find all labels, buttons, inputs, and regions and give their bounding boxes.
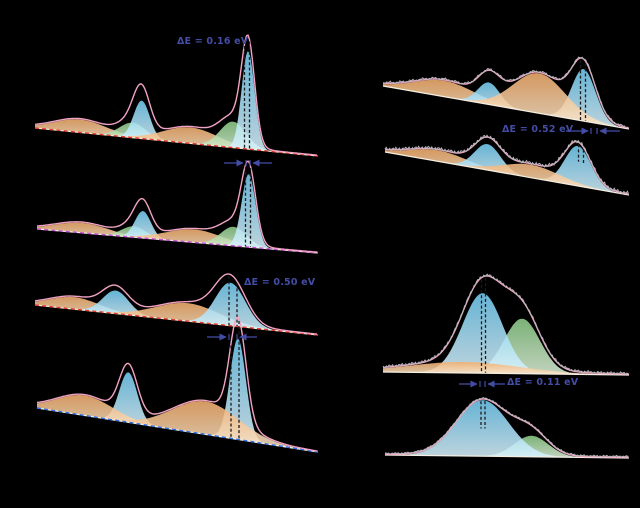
orange-component-peak — [37, 395, 197, 433]
blue-component-peak — [222, 51, 275, 152]
spectrum-panel-R3 — [382, 273, 630, 376]
raw-data-trace — [382, 273, 628, 376]
spectrum-panel-L3 — [34, 273, 319, 336]
baseline — [384, 151, 630, 196]
spectrum-panel-R2 — [384, 134, 630, 196]
shift-arrows — [207, 127, 620, 388]
blue-component-peak — [435, 144, 540, 180]
baseline — [384, 454, 630, 459]
blue-component-peak — [385, 400, 587, 458]
fit-envelope — [34, 273, 318, 335]
blue-component-peak — [444, 82, 533, 113]
orange-component-peak — [435, 73, 629, 129]
blue-component-peak — [110, 211, 175, 241]
delta-e-label-4: ΔE = 0.11 eV — [507, 377, 579, 388]
green-component-peak — [450, 318, 594, 375]
raw-data-trace — [384, 134, 630, 195]
delta-e-label-2: ΔE = 0.52 eV — [502, 124, 574, 135]
blue-component-peak — [63, 290, 168, 320]
spectra-panels — [34, 34, 630, 459]
blue-component-peak — [170, 282, 291, 333]
fit-envelope — [36, 316, 318, 452]
baseline — [34, 127, 319, 157]
baseline — [382, 371, 630, 376]
green-component-peak — [463, 435, 600, 458]
delta-e-label-1: ΔE = 0.16 eV — [177, 36, 249, 47]
spectrum-panel-R1 — [382, 56, 630, 130]
spectrum-panel-L1 — [34, 34, 319, 157]
baseline — [36, 407, 319, 453]
spectrum-panel-L2 — [36, 160, 319, 254]
orange-component-peak — [37, 222, 186, 242]
fit-envelope — [34, 34, 318, 156]
spectrum-panel-L4 — [36, 316, 319, 453]
baseline — [382, 85, 630, 130]
blue-component-peak — [109, 100, 174, 142]
blue-component-peak — [402, 293, 563, 375]
orange-component-peak — [35, 119, 185, 143]
spectrum-panel-R4 — [384, 397, 630, 459]
fit-envelope — [385, 398, 628, 458]
raw-data-trace — [383, 56, 629, 129]
fit-envelope — [36, 160, 318, 253]
blue-component-peak — [220, 174, 277, 250]
orange-component-peak — [73, 401, 318, 452]
raw-data-trace — [384, 397, 629, 458]
delta-e-label-3: ΔE = 0.50 eV — [244, 277, 316, 288]
orange-component-peak — [383, 362, 629, 375]
blue-component-peak — [525, 145, 629, 195]
baseline — [34, 304, 319, 336]
baseline-dashed — [36, 228, 319, 254]
blue-component-peak — [205, 338, 270, 445]
